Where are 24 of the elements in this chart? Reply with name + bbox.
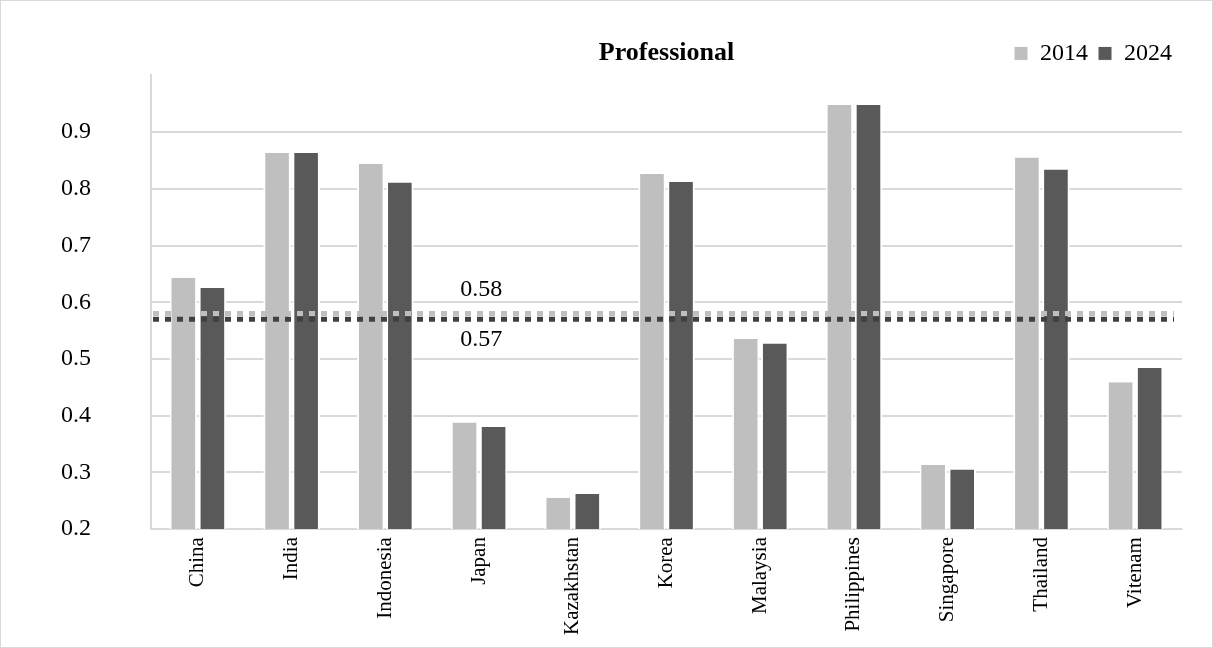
x-tick-label: Indonesia	[371, 536, 396, 619]
x-tick-label: Japan	[465, 536, 490, 585]
y-tick-label: 0.8	[61, 174, 91, 201]
x-tick-label: Philippines	[840, 537, 865, 632]
x-tick-label: India	[278, 536, 303, 581]
x-tick-label: Singapore	[934, 537, 959, 623]
legend-label: 2024	[1124, 38, 1172, 65]
x-tick-label: Vitenam	[1121, 537, 1146, 609]
ref-line-label: 0.58	[460, 274, 503, 301]
y-tick-label: 0.9	[61, 117, 91, 144]
y-tick-label: 0.3	[61, 457, 91, 484]
x-tick-label: Korea	[653, 536, 678, 589]
y-tick-label: 0.4	[61, 400, 91, 427]
chart-title: Professional	[598, 37, 735, 67]
y-tick-label: 0.7	[61, 230, 91, 257]
y-tick-label: 0.6	[61, 287, 91, 314]
y-tick-label: 0.5	[61, 344, 91, 371]
x-tick-label: Thailand	[1027, 536, 1052, 612]
x-tick-label: Malaysia	[746, 536, 771, 615]
y-tick-label: 0.2	[61, 514, 91, 541]
legend-label: 2014	[1040, 38, 1088, 65]
x-tick-label: Kazakhstan	[559, 536, 584, 636]
ref-line-label: 0.57	[460, 324, 503, 351]
x-tick-label: China	[184, 536, 209, 588]
